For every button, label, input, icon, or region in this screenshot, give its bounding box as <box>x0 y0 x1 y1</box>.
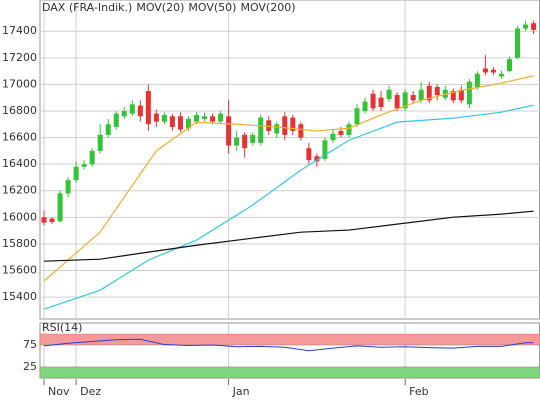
candle-body <box>274 124 280 134</box>
candle-body <box>258 117 264 143</box>
candle-body <box>242 134 248 149</box>
candle-body <box>105 124 111 135</box>
candle-body <box>210 116 216 122</box>
rsi-line <box>43 338 534 352</box>
candle-body <box>137 105 143 117</box>
candle-body <box>378 97 384 107</box>
candle-body <box>482 68 488 73</box>
candle-body <box>73 166 79 181</box>
candle-body <box>234 137 240 146</box>
x-tick-label: Feb <box>409 385 428 398</box>
moving-average-line <box>43 210 534 262</box>
y-tick-label: 16200 <box>2 184 37 197</box>
panel-title: RSI(14) <box>42 321 82 334</box>
candle-body <box>523 24 529 29</box>
candle-body <box>41 217 47 223</box>
y-tick-label: 16800 <box>2 104 37 117</box>
candle-body <box>330 133 336 141</box>
candle-body <box>97 134 103 151</box>
y-tick-label: 15400 <box>2 290 37 303</box>
legend-entry: MOV(20) <box>136 1 184 14</box>
candle-body <box>290 117 296 131</box>
x-tick-label: Nov <box>48 385 70 398</box>
legend-entry: MOV(50) <box>188 1 236 14</box>
candle-body <box>57 193 63 222</box>
candle-body <box>218 113 224 122</box>
candle-body <box>89 150 95 165</box>
candle-body <box>394 95 400 109</box>
candle-body <box>306 148 312 161</box>
candle-body <box>169 116 175 127</box>
candle-body <box>442 89 448 98</box>
candle-body <box>81 164 87 167</box>
y-tick-label: 15800 <box>2 237 37 250</box>
candle-body <box>515 28 521 58</box>
moving-average-line <box>43 75 534 282</box>
candle-body <box>282 116 288 135</box>
legend-entry: DAX (FRA-Indik.) <box>42 1 132 14</box>
candle-body <box>194 114 200 122</box>
candle-body <box>418 89 424 101</box>
labels-layer: 15400 15600 15800 16000 16200 16400 16600 16800… <box>2 1 429 398</box>
y-tick-label: 75 <box>23 338 37 351</box>
candle-body <box>507 59 513 72</box>
candle-body <box>226 116 232 146</box>
candle-body <box>434 87 440 96</box>
candle-body <box>266 120 272 131</box>
candle-body <box>426 85 432 101</box>
candle-body <box>129 104 135 114</box>
candle-body <box>458 89 464 101</box>
candle-body <box>121 110 127 117</box>
moving-average-line <box>43 104 534 310</box>
rsi-zone <box>39 366 540 379</box>
candle-body <box>153 113 159 122</box>
y-tick-label: 16000 <box>2 210 37 223</box>
candle-body <box>49 218 55 222</box>
candle-body <box>65 180 71 194</box>
candle-body <box>298 124 304 138</box>
candle-body <box>450 91 456 101</box>
candle-body <box>498 73 504 77</box>
candle-body <box>250 134 256 143</box>
candle-body <box>474 73 480 88</box>
y-tick-label: 17000 <box>2 77 37 90</box>
y-tick-label: 17200 <box>2 51 37 64</box>
candle-body <box>177 116 183 130</box>
candle-body <box>202 116 208 119</box>
candle-body <box>354 108 360 125</box>
y-tick-label: 15600 <box>2 263 37 276</box>
candle-body <box>346 124 352 135</box>
candle-body <box>314 156 320 162</box>
x-tick-label: Jan <box>232 385 250 398</box>
candle-body <box>185 118 191 129</box>
candle-body <box>386 89 392 100</box>
candle-body <box>362 101 368 111</box>
legend-entry: MOV(200) <box>240 1 295 14</box>
candle-body <box>145 91 151 125</box>
y-tick-label: 17400 <box>2 24 37 37</box>
candle-body <box>322 140 328 159</box>
y-tick-label: 16400 <box>2 157 37 170</box>
candle-body <box>490 69 496 73</box>
candle-body <box>161 114 167 122</box>
marks-layer <box>41 20 537 352</box>
candle-body <box>113 113 119 127</box>
candle-body <box>402 92 408 109</box>
candle-body <box>410 95 416 101</box>
x-tick-label: Dez <box>80 385 101 398</box>
candle-body <box>531 23 537 30</box>
candle-body <box>338 130 344 135</box>
y-tick-label: 25 <box>23 360 37 373</box>
candle-body <box>466 81 472 105</box>
candle-body <box>370 93 376 109</box>
y-tick-label: 16600 <box>2 131 37 144</box>
